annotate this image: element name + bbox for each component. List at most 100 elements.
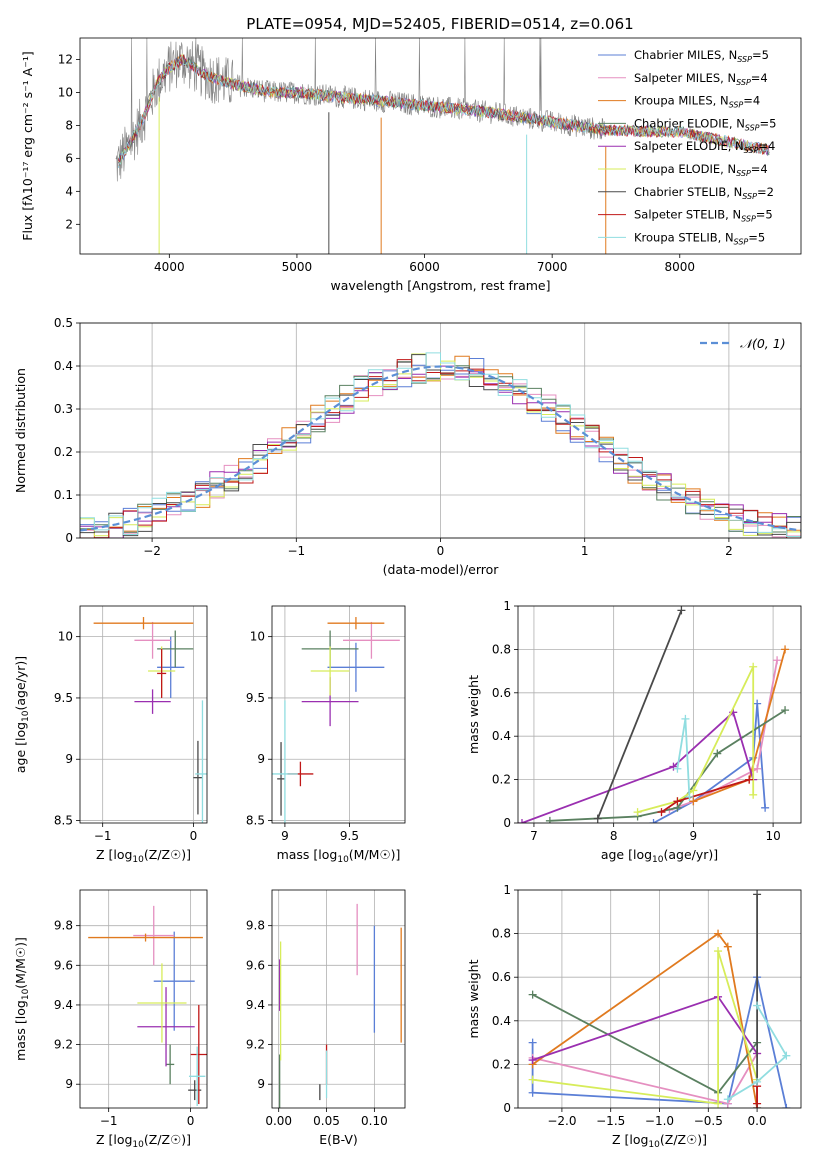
model-spectrum-0 <box>117 56 770 169</box>
tick-label-y: 6 <box>65 151 73 165</box>
legend-label-4: Salpeter ELODIE, NSSP=4 <box>634 139 775 155</box>
tick-label-y: 8.5 <box>246 814 265 828</box>
tick-label-x: −1.0 <box>645 1114 674 1128</box>
model-spectrum-6 <box>117 54 770 167</box>
weight-point <box>753 764 762 773</box>
tick-label-y: 9.2 <box>54 1038 73 1052</box>
tick-label-x: 9 <box>281 829 289 843</box>
plot-area <box>279 903 402 1108</box>
tick-label-y: 0 <box>65 531 73 545</box>
tick-label-y: 9 <box>257 1077 265 1091</box>
tick-label-y: 0.2 <box>54 445 73 459</box>
tick-label-y: 1 <box>503 599 511 613</box>
legend-label-0: Chabrier MILES, NSSP=5 <box>634 48 769 64</box>
tick-label-x: 5000 <box>282 260 313 274</box>
legend-label-8: Kroupa STELIB, NSSP=5 <box>634 230 765 246</box>
legend-label-6: Chabrier STELIB, NSSP=2 <box>634 185 774 201</box>
weight-point <box>673 764 682 773</box>
weight-point <box>677 606 686 615</box>
weight-point <box>714 947 723 956</box>
x-axis-label: wavelength [Angstrom, rest frame] <box>330 278 550 293</box>
tick-label-y: 0.8 <box>492 927 511 941</box>
x-axis-label: Z [log10(Z/Z☉)] <box>612 1132 707 1150</box>
weight-point <box>633 808 642 817</box>
tick-label-x: 0.10 <box>361 1114 388 1128</box>
tick-label-y: 9 <box>65 752 73 766</box>
model-spectrum-8 <box>117 56 770 169</box>
weight-point <box>681 714 690 723</box>
tick-label-y: 9 <box>65 1077 73 1091</box>
weight-point <box>714 1099 723 1108</box>
y-axis-label: age [log10(age/yr)] <box>13 656 31 773</box>
tick-label-x: 0.00 <box>265 1114 292 1128</box>
axes-frame <box>271 605 406 824</box>
plot-area <box>528 890 791 1108</box>
tick-label-y: 1 <box>503 883 511 897</box>
weight-series-5 <box>532 950 758 1105</box>
weight-point <box>528 990 537 999</box>
legend-label-7: Salpeter STELIB, NSSP=5 <box>634 208 773 224</box>
tick-label-x: −2 <box>143 544 161 558</box>
axes-frame <box>517 889 802 1109</box>
weight-point <box>528 1088 537 1097</box>
weight-series-4 <box>521 710 755 823</box>
x-axis-label: Z [log10(Z/Z☉)] <box>96 847 191 865</box>
panel-age-vs-mass: 9 9.5 8.5 9 9.5 10 mass [log10(M/M☉)] <box>246 605 406 865</box>
tick-label-y: 10 <box>250 630 265 644</box>
tick-label-x: −1.5 <box>596 1114 625 1128</box>
tick-label-y: 8.5 <box>54 814 73 828</box>
tick-label-y: 0.5 <box>54 316 73 330</box>
weight-point <box>593 814 602 823</box>
weight-point <box>673 797 682 806</box>
tick-label-y: 9.4 <box>54 998 73 1012</box>
tick-label-x: 4000 <box>154 260 185 274</box>
weight-series-4 <box>532 995 758 1061</box>
weight-series-6 <box>596 609 683 820</box>
tick-label-y: 9.4 <box>246 998 265 1012</box>
tick-label-x: 2 <box>725 544 733 558</box>
weight-series-2 <box>532 932 758 1108</box>
plot-area <box>115 38 770 254</box>
weight-point <box>657 808 666 817</box>
axes-frame <box>271 889 406 1109</box>
weight-point <box>782 1051 791 1060</box>
tick-label-y: 0.6 <box>492 970 511 984</box>
tick-label-y: 0.1 <box>54 488 73 502</box>
weight-point <box>753 1099 762 1108</box>
weight-point <box>528 1038 537 1047</box>
weight-point <box>773 656 782 665</box>
weight-point <box>749 662 758 671</box>
tick-label-x: 6000 <box>409 260 440 274</box>
axes-frame <box>79 605 208 824</box>
tick-label-x: −1 <box>94 829 112 843</box>
tick-label-y: 0.2 <box>492 773 511 787</box>
panel-mass-vs-extinction: 0.00 0.05 0.10 9 9.2 9.4 9.6 9.8 E(B-V) <box>246 889 406 1147</box>
weight-point <box>713 749 722 758</box>
legend-label-5: Kroupa ELODIE, NSSP=4 <box>634 162 768 178</box>
weight-point <box>781 706 790 715</box>
weight-point <box>685 792 694 801</box>
tick-label-x: 9 <box>690 829 698 843</box>
tick-label-y: 0 <box>503 816 511 830</box>
plot-area <box>80 352 801 538</box>
tick-label-y: 10 <box>58 630 73 644</box>
weight-point <box>753 890 762 899</box>
plot-area <box>88 905 207 1107</box>
legend-label-3: Chabrier ELODIE, NSSP=5 <box>634 116 776 132</box>
weight-point <box>689 797 698 806</box>
plot-area <box>93 617 207 823</box>
legend-label-normal: 𝒩(0, 1) <box>740 336 786 351</box>
tick-label-y: 0.4 <box>492 729 511 743</box>
weight-point <box>528 1056 537 1065</box>
x-axis-label: age [log10(age/yr)] <box>601 847 718 865</box>
y-axis-label: mass weight <box>466 675 481 754</box>
tick-label-y: 9.8 <box>54 919 73 933</box>
tick-label-y: 4 <box>65 184 73 198</box>
x-axis-label: mass [log10(M/M☉)] <box>277 847 401 865</box>
weight-point <box>749 790 758 799</box>
y-axis-label: Flux [fλ10⁻¹⁷ erg cm⁻² s⁻¹ A⁻¹] <box>20 51 35 240</box>
figure-title: PLATE=0954, MJD=52405, FIBERID=0514, z=0… <box>246 15 633 33</box>
axes-frame <box>79 37 802 255</box>
tick-label-y: 0.4 <box>54 359 73 373</box>
